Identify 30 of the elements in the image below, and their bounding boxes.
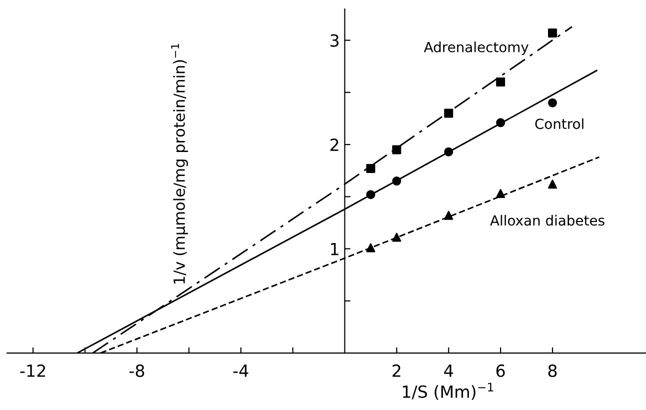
y-tick-label: 3 [330,34,339,47]
x-tick-label: 2 [392,364,400,377]
point [548,28,557,38]
y-tick-label: 2 [330,138,338,151]
point [548,98,557,108]
point [496,77,506,86]
point [444,210,454,220]
point [366,190,376,200]
y-axis-title: 1/v (mμmole/mg protein/min)$^{−1}$ [171,44,188,284]
point [392,145,402,154]
point [392,176,402,186]
point [366,243,376,252]
point [548,180,557,189]
point [444,147,454,156]
point [392,232,402,242]
point [444,108,454,118]
point [496,189,506,198]
x-tick-label: 8 [548,364,557,378]
x-tick-label: 4 [444,364,453,377]
y-tick-label: 1 [331,242,338,256]
series-label: Alloxan diabetes [490,214,604,226]
point [496,118,506,128]
x-tick-label: -12 [20,364,46,377]
series-label: Control [535,118,584,130]
series-label: Adrenalectomy [424,42,528,55]
x-tick-label: 6 [496,364,505,378]
x-tick-label: -4 [233,364,248,377]
x-tick-label: -8 [129,364,144,378]
x-axis-title: 1/S (Mm)$^{−1}$ [402,382,494,400]
point [366,164,376,174]
